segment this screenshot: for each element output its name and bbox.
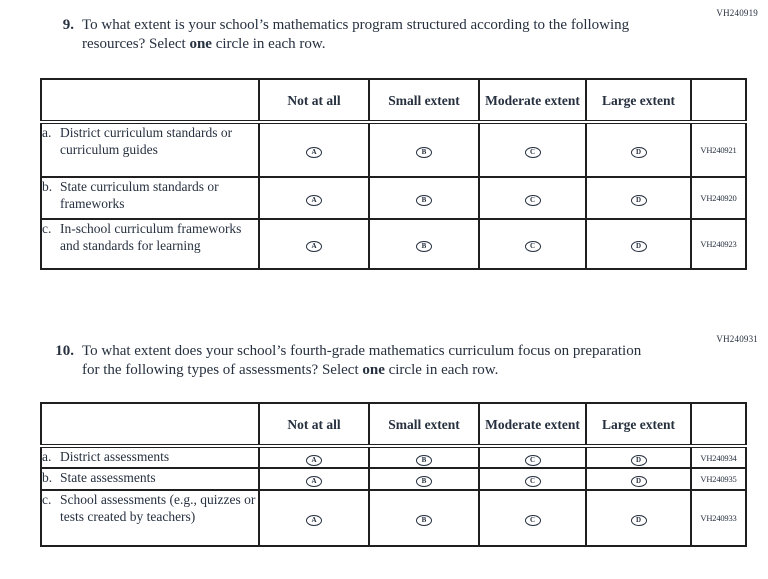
table-row: c. In-school curriculum frameworks and st… bbox=[40, 218, 747, 270]
question-10-table: Not at all Small extent Moderate extent … bbox=[40, 402, 747, 547]
header-code-blank bbox=[690, 402, 747, 448]
header-large-extent: Large extent bbox=[585, 402, 692, 448]
answer-oval-c[interactable]: C bbox=[524, 195, 541, 206]
answer-oval-a[interactable]: A bbox=[306, 476, 322, 487]
row-label: c. School assessments (e.g., quizzes or t… bbox=[40, 489, 260, 547]
answer-oval-b[interactable]: B bbox=[416, 195, 432, 206]
row-label: b. State curriculum standards or framewor… bbox=[40, 176, 260, 220]
header-blank bbox=[40, 402, 260, 448]
answer-oval-a[interactable]: A bbox=[306, 454, 322, 466]
question-10-code: VH240931 bbox=[716, 334, 758, 344]
answer-oval-a[interactable]: A bbox=[306, 147, 322, 158]
question-10-text: To what extent does your school’s fourth… bbox=[82, 343, 642, 378]
table-row: b. State curriculum standards or framewor… bbox=[40, 176, 747, 220]
row-label: a. District curriculum standards or curri… bbox=[40, 121, 260, 178]
answer-oval-c[interactable]: C bbox=[524, 241, 541, 252]
row-code: VH240921 bbox=[690, 121, 747, 178]
table-row: a. District curriculum standards or curri… bbox=[40, 121, 747, 178]
header-small-extent: Small extent bbox=[368, 402, 480, 448]
question-9-text: To what extent is your school’s mathemat… bbox=[82, 17, 630, 52]
header-blank bbox=[40, 78, 260, 124]
table-row: b. State assessments A B C D VH240935 bbox=[40, 467, 747, 491]
answer-oval-d[interactable]: D bbox=[630, 147, 647, 158]
answer-oval-c[interactable]: C bbox=[524, 515, 541, 526]
answer-oval-b[interactable]: B bbox=[416, 241, 432, 252]
row-code: VH240934 bbox=[690, 445, 747, 469]
header-small-extent: Small extent bbox=[368, 78, 480, 124]
answer-oval-b[interactable]: B bbox=[416, 515, 432, 526]
answer-oval-b[interactable]: B bbox=[416, 147, 432, 158]
question-9-code: VH240919 bbox=[716, 8, 758, 18]
row-code: VH240920 bbox=[690, 176, 747, 220]
answer-oval-b[interactable]: B bbox=[416, 476, 432, 487]
header-not-at-all: Not at all bbox=[258, 402, 370, 448]
header-moderate-extent: Moderate extent bbox=[478, 78, 587, 124]
answer-oval-d[interactable]: D bbox=[630, 476, 647, 487]
answer-oval-d[interactable]: D bbox=[630, 454, 647, 466]
question-9-number: 9. bbox=[62, 17, 74, 33]
question-10-stem: 10. To what extent does your school’s fo… bbox=[48, 342, 654, 380]
table-row: c. School assessments (e.g., quizzes or t… bbox=[40, 489, 747, 547]
row-code: VH240933 bbox=[690, 489, 747, 547]
answer-oval-c[interactable]: C bbox=[524, 476, 541, 487]
header-moderate-extent: Moderate extent bbox=[478, 402, 587, 448]
answer-oval-b[interactable]: B bbox=[416, 454, 432, 466]
answer-oval-a[interactable]: A bbox=[306, 241, 322, 252]
answer-oval-c[interactable]: C bbox=[524, 454, 541, 466]
header-large-extent: Large extent bbox=[585, 78, 692, 124]
answer-oval-d[interactable]: D bbox=[630, 241, 647, 252]
row-code: VH240923 bbox=[690, 218, 747, 270]
answer-oval-c[interactable]: C bbox=[524, 147, 541, 158]
table-row: a. District assessments A B C D VH240934 bbox=[40, 445, 747, 469]
answer-oval-a[interactable]: A bbox=[306, 195, 322, 206]
answer-oval-a[interactable]: A bbox=[306, 515, 322, 526]
question-10-number: 10. bbox=[55, 343, 74, 359]
answer-oval-d[interactable]: D bbox=[630, 195, 647, 206]
row-label: b. State assessments bbox=[40, 467, 260, 491]
header-not-at-all: Not at all bbox=[258, 78, 370, 124]
question-9-table: Not at all Small extent Moderate extent … bbox=[40, 78, 747, 270]
row-code: VH240935 bbox=[690, 467, 747, 491]
row-label: c. In-school curriculum frameworks and st… bbox=[40, 218, 260, 270]
question-9-stem: 9. To what extent is your school’s mathe… bbox=[48, 16, 654, 54]
row-label: a. District assessments bbox=[40, 445, 260, 469]
answer-oval-d[interactable]: D bbox=[630, 515, 647, 526]
header-code-blank bbox=[690, 78, 747, 124]
